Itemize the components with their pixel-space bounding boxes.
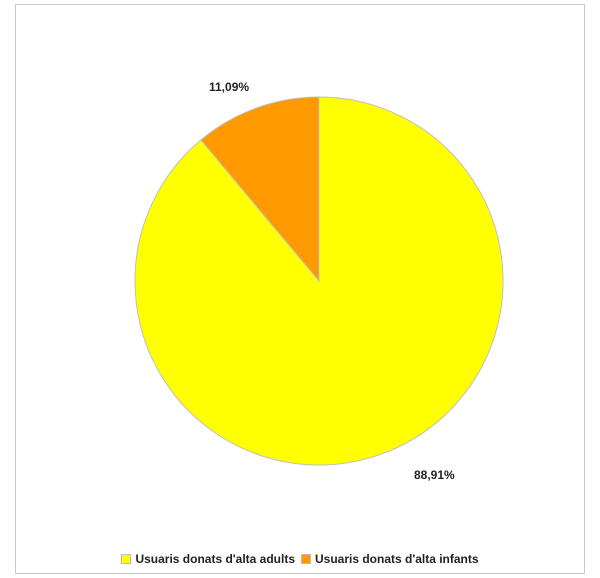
pie-data-labels: 88,91% 11,09% (209, 80, 455, 482)
legend-item-infants: Usuaris donats d'alta infants (301, 552, 479, 566)
legend-swatch-adults (121, 554, 132, 564)
data-label-infants: 11,09% (209, 80, 249, 94)
pie-slice-infants (200, 96, 320, 283)
pie-chart: 88,91% 11,09% (134, 80, 504, 482)
legend: Usuaris donats d'alta adults Usuaris don… (16, 552, 584, 566)
legend-label-adults: Usuaris donats d'alta adults (135, 552, 295, 566)
data-label-adults: 88,91% (414, 468, 455, 482)
legend-label-infants: Usuaris donats d'alta infants (315, 552, 479, 566)
legend-item-adults: Usuaris donats d'alta adults (121, 552, 295, 566)
legend-swatch-infants (301, 554, 311, 564)
chart-area: 88,91% 11,09% Usuaris donats d'alta adult… (15, 4, 585, 574)
pie-slices (134, 96, 504, 466)
